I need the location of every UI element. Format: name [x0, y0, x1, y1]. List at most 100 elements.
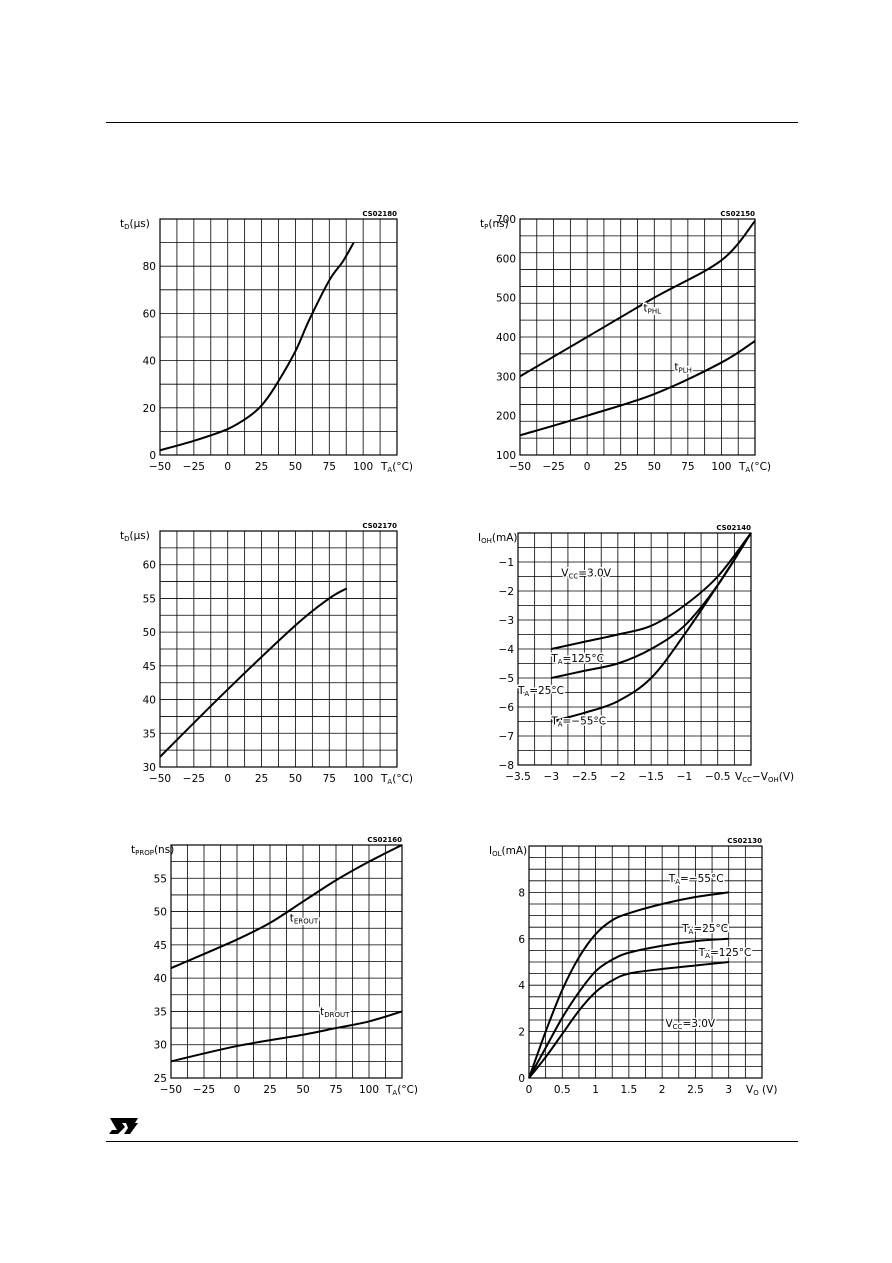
figure-code: CS02150 [720, 210, 755, 218]
x-tick-label: −50 [149, 773, 171, 785]
y-tick-label: 30 [154, 1040, 167, 1052]
chart-6: CS02130 IOL(mA) VO (V) 0 0.5 1 1.5 2 2.5 3 0 2 4 6 8 TA… [489, 837, 777, 1097]
x-tick-label: 0 [526, 1084, 533, 1096]
x-tick-label: 25 [255, 461, 268, 473]
x-tick-label: 2.5 [687, 1084, 704, 1096]
series-line-3 [551, 532, 752, 723]
chart-grid [159, 530, 398, 768]
y-tick-label: 60 [143, 308, 156, 320]
x-tick-label: 75 [329, 1084, 342, 1096]
series-line-1 [159, 242, 355, 452]
chart-grid [170, 844, 403, 1079]
x-tick-label: 50 [296, 1084, 309, 1096]
curve-annotation: TA=25°C [516, 683, 566, 699]
y-tick-label: −1 [499, 557, 514, 569]
series-line-1 [159, 587, 348, 758]
x-tick-label: 0 [224, 461, 231, 473]
x-tick-label: −1 [677, 771, 692, 783]
annotation-text: tPLH [674, 361, 692, 374]
annotation-text: TA=−55°C [668, 873, 724, 886]
x-tick-label: 1.5 [621, 1084, 638, 1096]
y-tick-label: 600 [496, 253, 516, 265]
y-tick-label: 8 [518, 887, 525, 899]
x-tick-label: 100 [353, 461, 373, 473]
y-tick-label: 200 [496, 411, 516, 423]
y-tick-label: 500 [496, 293, 516, 305]
y-tick-label: 6 [518, 934, 525, 946]
x-axis-label: TA(°C) [385, 1084, 418, 1097]
bottom-rule [106, 1141, 798, 1142]
curve-annotation: tPHL [642, 301, 663, 317]
x-tick-label: −50 [160, 1084, 182, 1096]
chart-5: CS02160 tPROP(ns) TA(°C) −50 −25 0 25 50 75 100 25… [131, 836, 418, 1097]
x-tick-label: −50 [149, 461, 171, 473]
figure-code: CS02140 [716, 524, 751, 532]
chart-1: CS02180 tD(μs) TA(°C) −50 −25 0 25 50 75 100 0 20 40… [120, 210, 413, 474]
annotation-text: TA=125°C [550, 653, 604, 666]
series-line-1 [551, 532, 752, 650]
y-tick-label: 0 [149, 450, 156, 462]
y-tick-label: 40 [143, 356, 156, 368]
x-tick-label: 2 [659, 1084, 666, 1096]
x-tick-label: 0 [584, 461, 591, 473]
x-tick-label: 100 [353, 773, 373, 785]
y-axis-label: tP(ns) [480, 218, 509, 231]
y-tick-label: 300 [496, 371, 516, 383]
chart-grid [517, 532, 752, 766]
series-line-1 [528, 891, 729, 1079]
x-tick-label: 25 [263, 1084, 276, 1096]
curve-annotation: tPLH [673, 360, 694, 376]
x-axis-label: TA(°C) [738, 461, 771, 474]
y-axis-label: tPROP(ns) [131, 844, 174, 857]
y-tick-label: 400 [496, 332, 516, 344]
y-tick-label: −8 [499, 760, 514, 772]
x-tick-label: −25 [183, 461, 205, 473]
y-tick-label: 100 [496, 450, 516, 462]
x-tick-label: 3 [725, 1084, 732, 1096]
y-tick-label: 2 [518, 1027, 525, 1039]
y-tick-label: −5 [499, 673, 514, 685]
x-tick-label: −50 [509, 461, 531, 473]
curve-annotation: tDROUT [319, 1004, 352, 1020]
y-tick-label: 45 [143, 661, 156, 673]
y-tick-label: 40 [143, 695, 156, 707]
x-axis-label: VCC−VOH(V) [735, 771, 794, 784]
y-tick-label: 55 [154, 873, 167, 885]
y-axis-label: tD(μs) [120, 218, 150, 231]
curve-annotation: TA=125°C [549, 652, 606, 668]
y-tick-label: 35 [154, 1006, 167, 1018]
annotation-text: tDROUT [320, 1006, 350, 1019]
curve-annotation: TA=−55°C [549, 714, 608, 730]
x-tick-label: −25 [542, 461, 564, 473]
y-tick-label: 35 [143, 728, 156, 740]
y-tick-label: 60 [143, 560, 156, 572]
curve-annotation: VCC=3.0V [664, 1016, 717, 1032]
curve-annotation: VCC=3.0V [560, 566, 613, 582]
figure-code: CS02130 [727, 837, 762, 845]
y-tick-label: 55 [143, 593, 156, 605]
x-tick-label: 0.5 [554, 1084, 571, 1096]
curve-annotation: TA=−55°C [666, 871, 725, 887]
curve-annotation: tEROUT [288, 911, 320, 927]
x-tick-label: −25 [193, 1084, 215, 1096]
annotation-text: TA=25°C [681, 923, 728, 936]
x-tick-label: 25 [255, 773, 268, 785]
series-line-2 [528, 937, 729, 1079]
y-axis-label: tD(μs) [120, 530, 150, 543]
series-line-3 [528, 961, 729, 1079]
x-axis-label: TA(°C) [380, 461, 413, 474]
x-tick-label: 0 [234, 1084, 241, 1096]
y-tick-label: 50 [143, 627, 156, 639]
series-line-2 [170, 1010, 403, 1063]
chart-grid [519, 218, 756, 456]
x-tick-label: 75 [681, 461, 694, 473]
annotation-text: TA=25°C [517, 685, 564, 698]
y-tick-label: −3 [499, 615, 514, 627]
x-tick-label: 50 [289, 773, 302, 785]
x-tick-label: 1 [592, 1084, 599, 1096]
y-tick-label: 4 [518, 980, 525, 992]
x-tick-label: 75 [323, 773, 336, 785]
